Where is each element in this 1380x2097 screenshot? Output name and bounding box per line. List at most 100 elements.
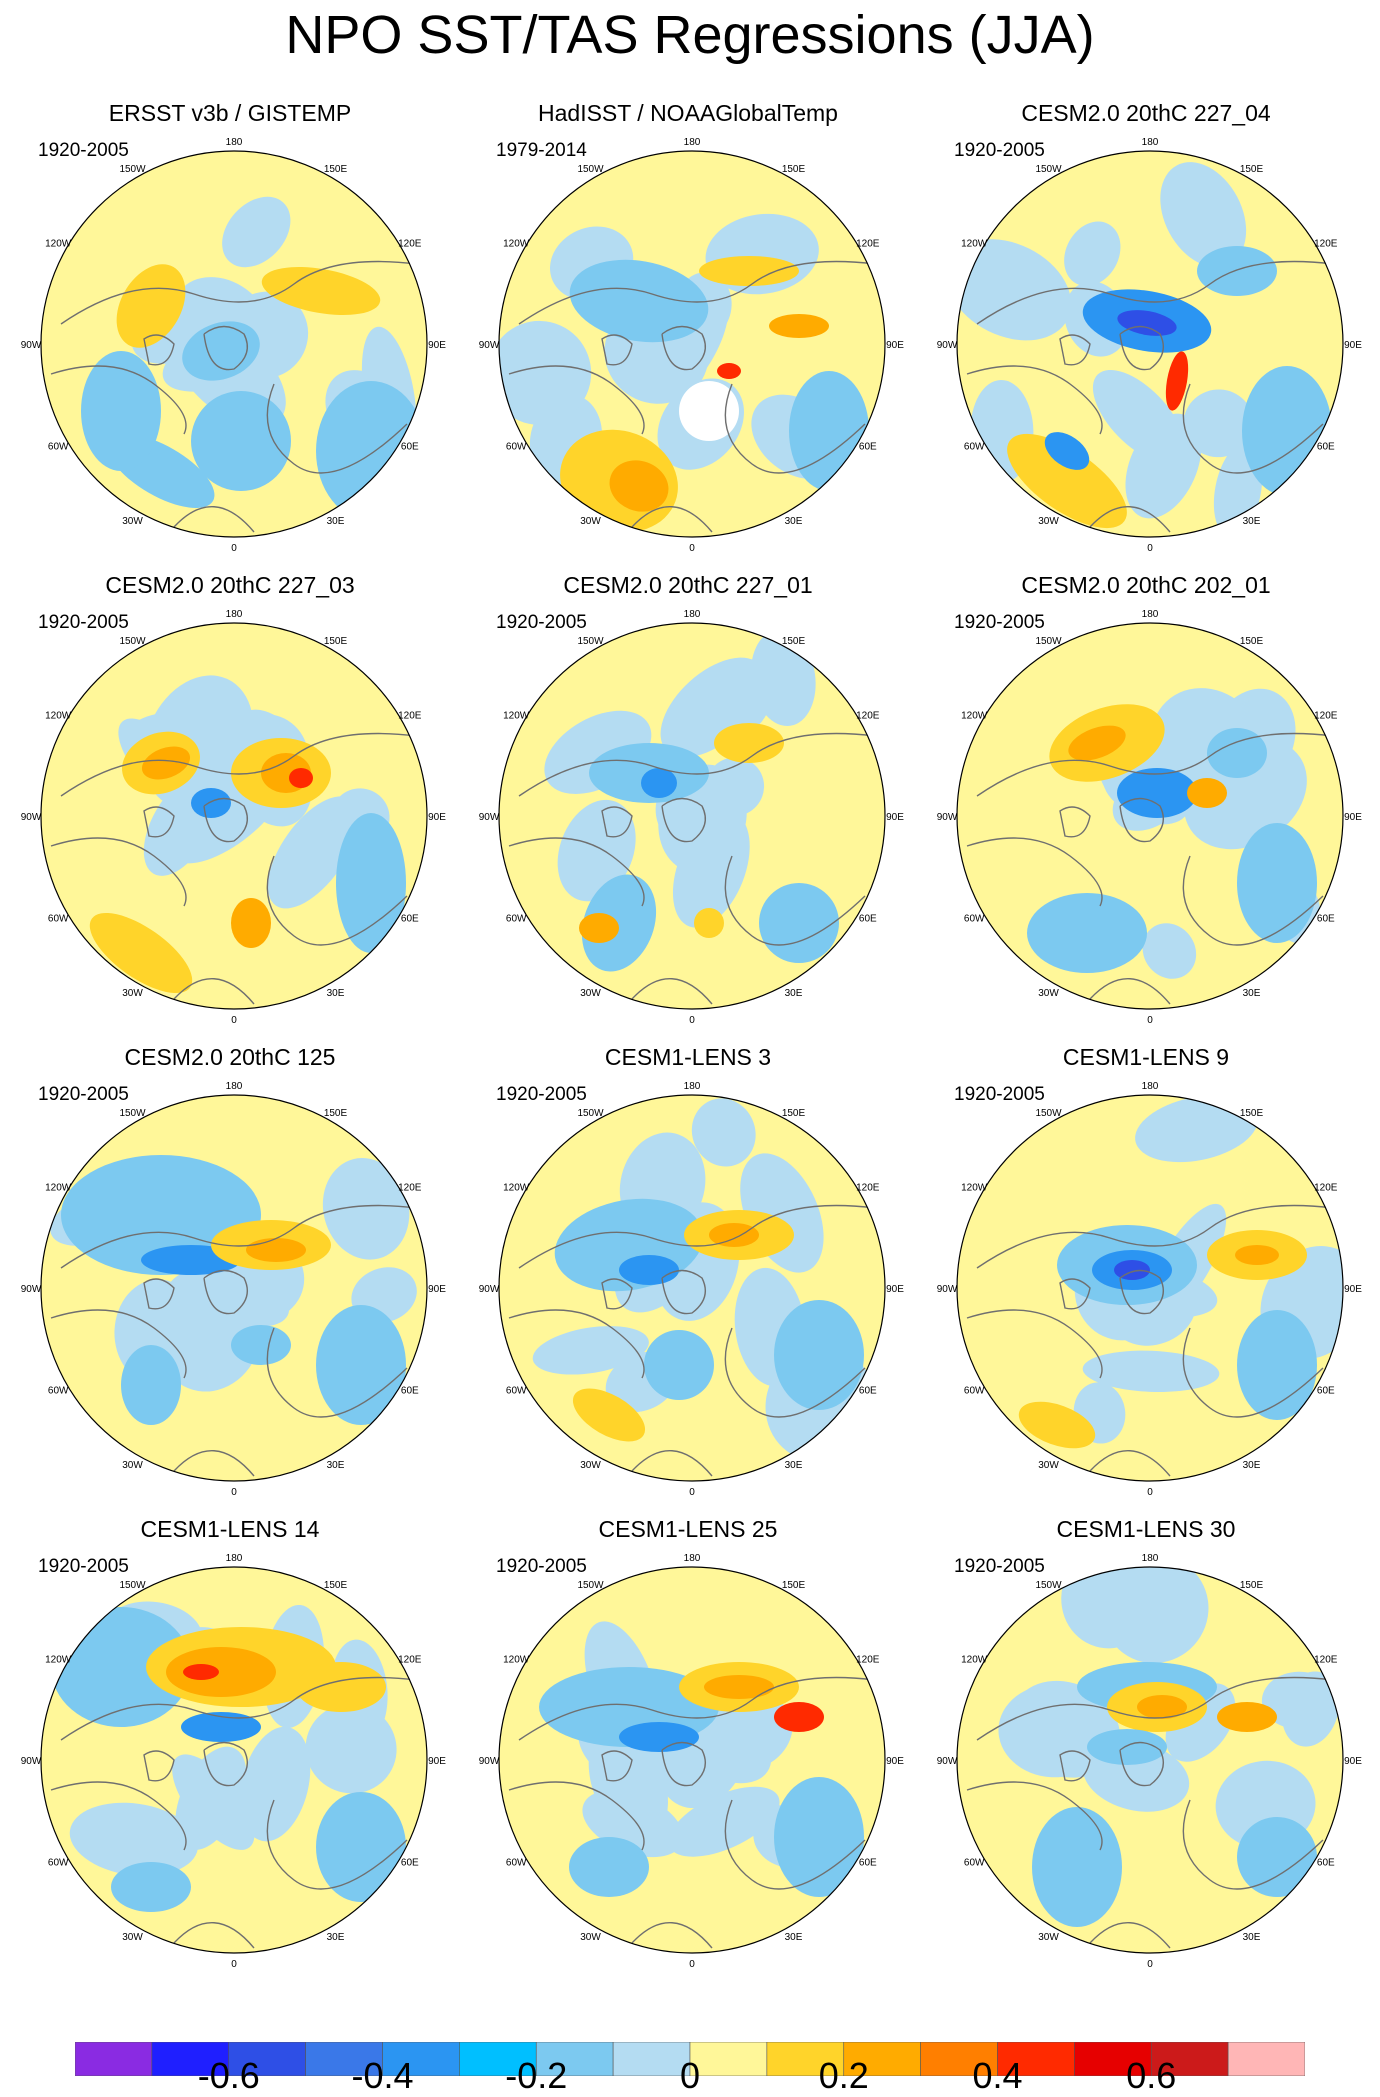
longitude-label: 150W xyxy=(1035,636,1062,647)
map-panel: 180 150E 120E 90E 60E 30E 0 30W 60W 90W 120W 150W CE… xyxy=(458,1044,918,1514)
longitude-label: 150E xyxy=(782,1108,806,1119)
panel-title: CESM2.0 20thC 227_01 xyxy=(563,572,813,598)
colorbar-swatch xyxy=(1227,2042,1305,2076)
colorbar-swatch xyxy=(612,2042,691,2076)
longitude-label: 0 xyxy=(689,1959,695,1970)
longitude-label: 60W xyxy=(964,1858,985,1869)
longitude-label: 120E xyxy=(856,1183,880,1194)
anomaly-contour xyxy=(1117,310,1177,336)
anomaly-contour xyxy=(316,1792,406,1902)
coastline xyxy=(976,1676,1334,1741)
coastline xyxy=(1089,1922,1171,1949)
panel-period: 1920-2005 xyxy=(496,1084,587,1105)
polar-map: 180 150E 120E 90E 60E 30E 0 30W 60W 90W 120W 150W xyxy=(21,609,447,1026)
polar-map: 180 150E 120E 90E 60E 30E 0 30W 60W 90W 120W 150W xyxy=(21,1081,447,1498)
coastline xyxy=(518,260,876,325)
polar-map: 180 150E 120E 90E 60E 30E 0 30W 60W 90W 120W 150W xyxy=(479,1553,905,1970)
longitude-label: 90W xyxy=(479,340,500,351)
map-boundary xyxy=(956,622,1344,1010)
anomaly-contour xyxy=(166,1647,276,1697)
longitude-label: 30E xyxy=(1243,516,1261,527)
longitude-label: 60W xyxy=(506,442,527,453)
colorbar-labels: -0.6 -0.4 -0.2 0 0.2 0.4 0.6 xyxy=(0,2055,1380,2096)
anomaly-contour xyxy=(1087,1729,1167,1765)
coastline xyxy=(661,325,706,371)
longitude-label: 90E xyxy=(886,812,904,823)
coastline xyxy=(173,978,255,1005)
coastline xyxy=(60,1204,418,1269)
anomaly-contour xyxy=(1207,728,1267,778)
coastline xyxy=(966,1781,1103,1851)
map-boundary xyxy=(956,1566,1344,1954)
colorbar-swatch xyxy=(151,2042,230,2076)
colorbar-tick-label: 0.2 xyxy=(818,2055,869,2096)
coastline xyxy=(50,837,187,907)
colorbar-swatch xyxy=(305,2042,383,2076)
anomaly-contour xyxy=(231,1325,291,1365)
panel-title: CESM1-LENS 9 xyxy=(1062,1044,1230,1070)
coastline xyxy=(203,325,248,371)
longitude-label: 120W xyxy=(45,1655,72,1666)
anomaly-contour xyxy=(644,1330,714,1400)
panel-title: CESM1-LENS 3 xyxy=(604,1044,772,1070)
longitude-label: 90E xyxy=(1344,812,1362,823)
panel-period: 1920-2005 xyxy=(38,1084,129,1105)
longitude-label: 120W xyxy=(503,1655,530,1666)
longitude-label: 180 xyxy=(684,1081,701,1092)
anomaly-contour xyxy=(305,1703,397,1794)
longitude-label: 30E xyxy=(785,988,803,999)
longitude-label: 150E xyxy=(1240,636,1264,647)
longitude-label: 90E xyxy=(886,340,904,351)
anomaly-contour xyxy=(957,239,1072,341)
anomaly-contour xyxy=(1018,1401,1096,1449)
anomaly-contour xyxy=(111,1862,191,1912)
anomaly-contour xyxy=(1092,369,1185,463)
longitude-label: 90W xyxy=(937,1284,958,1295)
longitude-label: 120E xyxy=(398,711,422,722)
map-field xyxy=(499,151,885,537)
longitude-label: 0 xyxy=(1147,1015,1153,1026)
coastline xyxy=(266,383,408,474)
anomaly-contour xyxy=(557,799,636,902)
colorbar-tick-label: 0.6 xyxy=(1126,2055,1177,2096)
anomaly-contour xyxy=(222,196,291,268)
coastline xyxy=(1119,1269,1164,1315)
longitude-label: 0 xyxy=(689,1015,695,1026)
coastline xyxy=(1089,1450,1171,1477)
panel-period: 1920-2005 xyxy=(38,140,129,161)
anomaly-contour xyxy=(569,1837,649,1897)
anomaly-contour xyxy=(182,321,260,381)
anomaly-contour xyxy=(1135,1095,1258,1163)
coastline xyxy=(50,1309,187,1379)
longitude-label: 180 xyxy=(226,1553,243,1564)
longitude-label: 150W xyxy=(1035,1580,1062,1591)
anomaly-contour xyxy=(572,1388,646,1442)
longitude-label: 30W xyxy=(580,1460,601,1471)
map-field xyxy=(957,151,1343,537)
longitude-label: 60W xyxy=(48,1858,69,1869)
coastline xyxy=(1059,806,1091,838)
anomaly-contour xyxy=(1082,1350,1220,1393)
anomaly-contour xyxy=(759,883,839,963)
panel-title: CESM1-LENS 25 xyxy=(598,1516,778,1542)
map-panel: 180 150E 120E 90E 60E 30E 0 30W 60W 90W 120W 150W CE… xyxy=(458,572,918,1042)
anomaly-contour xyxy=(769,314,829,338)
anomaly-contour xyxy=(159,1271,229,1366)
longitude-label: 30W xyxy=(580,988,601,999)
longitude-label: 30E xyxy=(327,516,345,527)
figure-title: NPO SST/TAS Regressions (JJA) xyxy=(285,5,1095,65)
longitude-label: 120E xyxy=(398,1655,422,1666)
longitude-label: 90W xyxy=(21,812,42,823)
longitude-label: 30W xyxy=(580,1932,601,1943)
coastline xyxy=(1182,855,1324,946)
panel-period: 1920-2005 xyxy=(38,1556,129,1577)
map-boundary xyxy=(40,1566,428,1954)
panel-title: HadISST / NOAAGlobalTemp xyxy=(538,100,838,126)
longitude-label: 120W xyxy=(961,711,988,722)
anomaly-contour xyxy=(1142,923,1197,979)
anomaly-contour xyxy=(1160,162,1247,268)
longitude-label: 0 xyxy=(1147,1959,1153,1970)
anomaly-contour xyxy=(499,320,592,425)
longitude-label: 0 xyxy=(689,543,695,554)
coastline xyxy=(601,1750,633,1782)
